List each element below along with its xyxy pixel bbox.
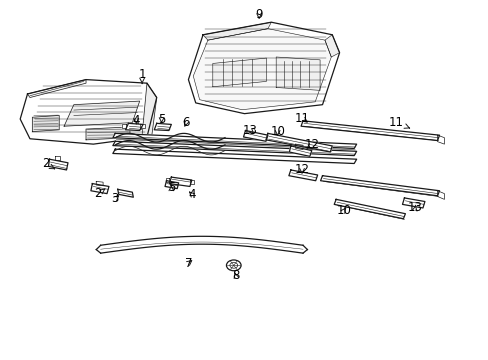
Polygon shape <box>288 170 317 181</box>
Polygon shape <box>142 83 157 135</box>
Polygon shape <box>188 22 339 114</box>
Polygon shape <box>320 176 439 196</box>
Text: 3: 3 <box>111 192 119 205</box>
Polygon shape <box>113 149 356 163</box>
Polygon shape <box>325 35 339 57</box>
Polygon shape <box>55 156 60 160</box>
Polygon shape <box>295 144 303 149</box>
Text: 13: 13 <box>243 124 257 137</box>
Polygon shape <box>437 191 444 199</box>
Polygon shape <box>27 80 86 98</box>
Polygon shape <box>301 121 439 140</box>
Text: 11: 11 <box>388 116 409 129</box>
Text: 12: 12 <box>304 138 319 151</box>
Polygon shape <box>169 177 191 186</box>
Polygon shape <box>289 146 311 156</box>
Polygon shape <box>91 184 109 194</box>
Polygon shape <box>48 159 68 170</box>
Text: 12: 12 <box>294 163 309 176</box>
Polygon shape <box>20 80 157 144</box>
Text: 11: 11 <box>294 112 309 125</box>
Text: 4: 4 <box>188 188 195 201</box>
Polygon shape <box>154 123 171 131</box>
Polygon shape <box>189 180 193 184</box>
Polygon shape <box>243 131 267 141</box>
Text: 7: 7 <box>184 257 192 270</box>
Polygon shape <box>64 101 140 126</box>
Polygon shape <box>122 124 125 128</box>
Text: 10: 10 <box>270 125 285 138</box>
Polygon shape <box>113 141 356 156</box>
Polygon shape <box>140 124 144 128</box>
Polygon shape <box>193 29 330 110</box>
Polygon shape <box>265 134 331 152</box>
Text: 13: 13 <box>407 202 422 215</box>
Polygon shape <box>437 135 444 144</box>
Text: 5: 5 <box>167 181 175 194</box>
Text: 1: 1 <box>138 68 145 84</box>
Polygon shape <box>165 178 169 182</box>
Text: 2: 2 <box>94 187 105 200</box>
Polygon shape <box>86 127 130 140</box>
Polygon shape <box>276 57 320 90</box>
Text: 4: 4 <box>132 114 140 127</box>
Circle shape <box>226 260 241 271</box>
Polygon shape <box>32 116 59 132</box>
Polygon shape <box>212 58 266 87</box>
Text: 8: 8 <box>232 269 239 282</box>
Polygon shape <box>118 189 133 197</box>
Polygon shape <box>125 123 143 131</box>
Polygon shape <box>113 134 356 148</box>
Text: 6: 6 <box>182 116 189 129</box>
Polygon shape <box>203 22 271 40</box>
Polygon shape <box>164 181 178 189</box>
Polygon shape <box>96 181 103 186</box>
Polygon shape <box>333 199 405 219</box>
Text: 5: 5 <box>158 113 165 126</box>
Text: 10: 10 <box>336 204 351 217</box>
Text: 2: 2 <box>41 157 55 170</box>
Text: 9: 9 <box>255 8 263 21</box>
Polygon shape <box>402 198 424 208</box>
